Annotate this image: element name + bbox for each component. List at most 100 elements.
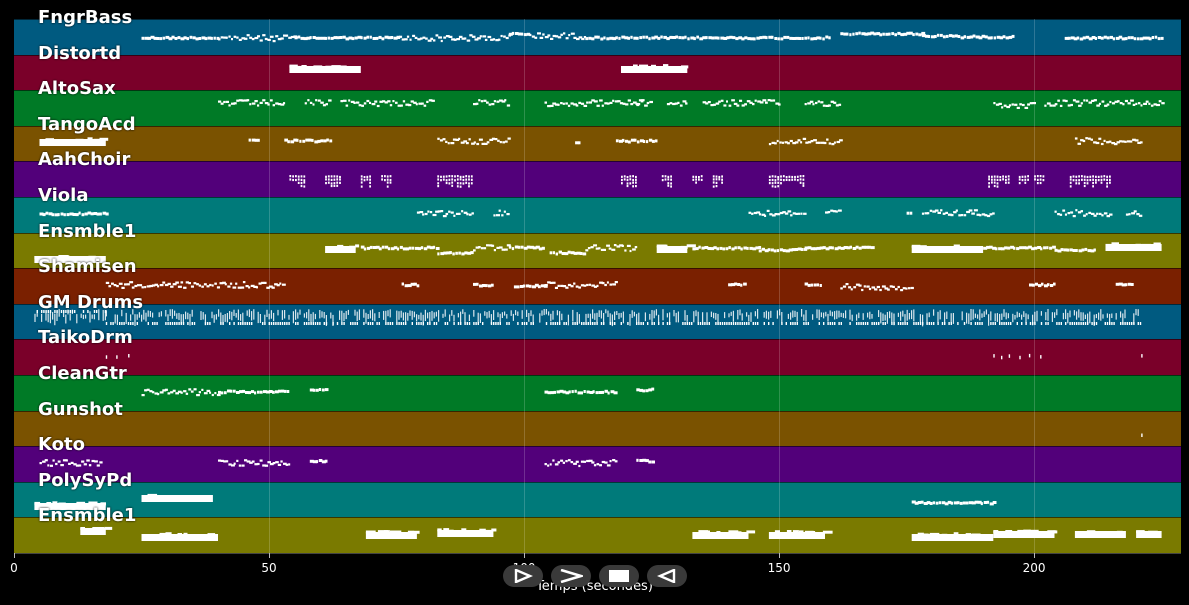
note xyxy=(372,246,377,249)
forward-button[interactable] xyxy=(551,565,591,587)
note xyxy=(400,310,402,318)
note xyxy=(779,141,782,144)
note xyxy=(900,322,902,325)
note xyxy=(555,252,558,256)
note xyxy=(348,36,353,40)
note xyxy=(1113,143,1118,146)
note xyxy=(894,288,898,291)
note xyxy=(603,36,606,40)
note xyxy=(707,247,711,250)
note xyxy=(834,247,839,251)
note xyxy=(233,462,236,465)
note xyxy=(600,310,602,319)
note xyxy=(625,103,629,106)
note xyxy=(236,36,239,39)
x-tick xyxy=(524,553,526,558)
note-segment xyxy=(544,389,618,395)
note xyxy=(909,211,913,215)
note xyxy=(246,460,251,463)
note xyxy=(805,322,807,325)
note xyxy=(491,137,495,140)
note xyxy=(737,322,739,325)
note xyxy=(1034,175,1036,178)
note xyxy=(926,322,928,325)
note xyxy=(971,212,975,215)
note xyxy=(520,32,524,36)
note xyxy=(922,322,924,325)
note xyxy=(1148,530,1158,534)
note xyxy=(919,322,922,325)
note xyxy=(626,182,629,185)
note xyxy=(1037,246,1042,249)
note xyxy=(944,312,946,324)
note xyxy=(271,286,275,289)
note xyxy=(1160,36,1164,40)
note xyxy=(1022,246,1026,250)
note xyxy=(63,213,66,217)
rewind-button[interactable] xyxy=(647,565,687,587)
note xyxy=(794,322,796,325)
note xyxy=(715,185,718,188)
note xyxy=(1124,37,1128,41)
note xyxy=(78,211,81,215)
note xyxy=(825,104,830,107)
note xyxy=(580,460,584,463)
note xyxy=(686,244,696,248)
note xyxy=(1027,103,1030,106)
note-segment xyxy=(636,387,655,393)
note xyxy=(782,179,785,182)
note xyxy=(560,33,563,36)
note xyxy=(1088,37,1093,41)
note xyxy=(126,283,130,286)
note xyxy=(399,35,403,38)
note xyxy=(123,322,125,325)
stop-button[interactable] xyxy=(599,565,639,587)
note xyxy=(323,139,327,143)
note xyxy=(930,35,936,39)
note xyxy=(125,312,127,325)
note xyxy=(1019,103,1022,106)
note xyxy=(339,310,341,320)
note xyxy=(504,99,507,102)
note xyxy=(886,312,888,324)
note xyxy=(224,314,226,322)
note xyxy=(653,322,655,325)
note xyxy=(47,464,50,467)
play-button[interactable] xyxy=(503,565,543,587)
note xyxy=(319,322,321,325)
note xyxy=(1054,210,1057,213)
note xyxy=(586,459,591,463)
note xyxy=(56,311,58,321)
note xyxy=(360,36,363,40)
note xyxy=(634,246,638,249)
note xyxy=(39,462,42,465)
note xyxy=(408,104,412,107)
note xyxy=(1047,322,1049,325)
note xyxy=(481,142,485,145)
note xyxy=(881,285,886,288)
note xyxy=(266,286,270,289)
track-lane xyxy=(14,233,1181,269)
note xyxy=(912,33,915,37)
note xyxy=(666,37,670,41)
note xyxy=(721,178,723,181)
note xyxy=(574,389,577,393)
note xyxy=(712,181,715,184)
note xyxy=(575,285,579,288)
note xyxy=(612,283,616,286)
note xyxy=(1040,247,1043,251)
note xyxy=(660,35,663,39)
note xyxy=(1091,99,1095,102)
note xyxy=(480,247,484,250)
note xyxy=(552,310,554,320)
note xyxy=(317,99,321,102)
note xyxy=(724,312,726,319)
note xyxy=(315,460,319,464)
note xyxy=(188,282,191,285)
note xyxy=(220,102,224,105)
note xyxy=(819,246,824,250)
note xyxy=(993,36,996,40)
note xyxy=(251,390,255,394)
note xyxy=(337,244,344,248)
note xyxy=(803,212,807,215)
